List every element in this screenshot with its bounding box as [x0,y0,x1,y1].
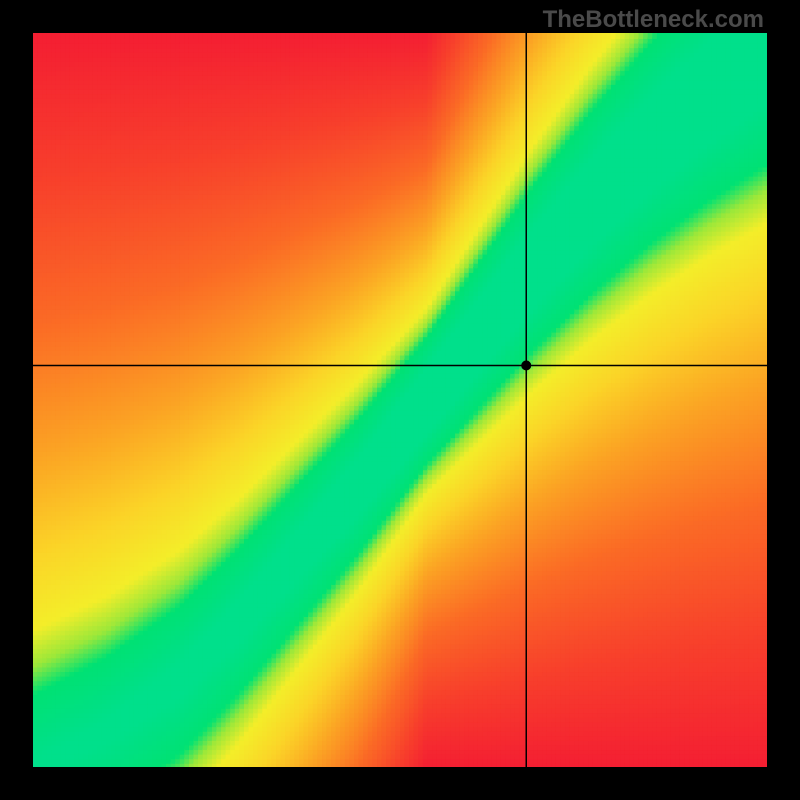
watermark-text: TheBottleneck.com [543,6,764,34]
bottleneck-heatmap [33,33,767,767]
